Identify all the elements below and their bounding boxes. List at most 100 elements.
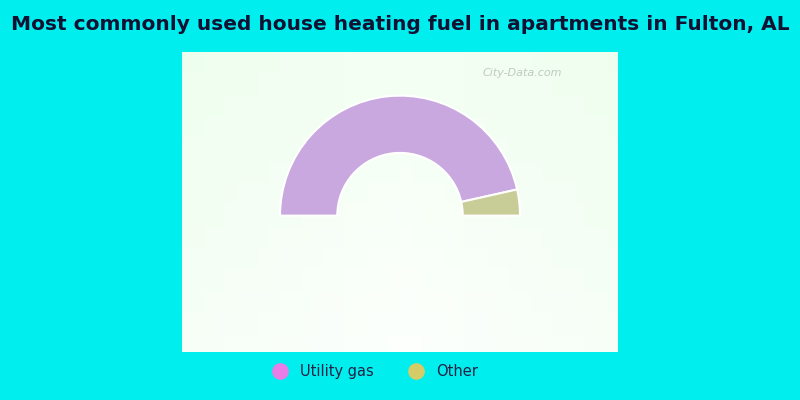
Bar <box>182 237 618 242</box>
Bar <box>182 247 618 252</box>
Bar <box>182 117 618 122</box>
Bar <box>313 52 324 352</box>
Bar <box>400 52 411 352</box>
Bar <box>596 52 607 352</box>
Bar <box>553 52 564 352</box>
Bar <box>378 52 389 352</box>
Bar <box>182 322 618 327</box>
Bar <box>542 52 553 352</box>
Bar <box>182 162 618 167</box>
Bar <box>182 192 618 197</box>
Bar <box>182 262 618 267</box>
Bar <box>182 212 618 217</box>
Bar <box>182 107 618 112</box>
Bar <box>586 52 596 352</box>
Bar <box>182 302 618 307</box>
Bar <box>182 317 618 322</box>
Bar <box>182 347 618 352</box>
Bar <box>214 52 226 352</box>
Bar <box>182 82 618 87</box>
Bar <box>236 52 247 352</box>
Bar <box>182 277 618 282</box>
Bar <box>182 122 618 127</box>
Bar <box>574 52 586 352</box>
Bar <box>389 52 400 352</box>
Bar <box>182 87 618 92</box>
Text: City-Data.com: City-Data.com <box>482 68 562 78</box>
Bar <box>367 52 378 352</box>
Bar <box>182 312 618 317</box>
Bar <box>182 207 618 212</box>
Bar <box>324 52 334 352</box>
Bar <box>182 137 618 142</box>
Bar <box>269 52 280 352</box>
Bar <box>182 292 618 297</box>
Bar <box>204 52 214 352</box>
Bar <box>182 182 618 187</box>
Bar <box>182 282 618 287</box>
Bar <box>291 52 302 352</box>
Bar <box>356 52 367 352</box>
Bar <box>182 217 618 222</box>
Bar <box>182 147 618 152</box>
Bar <box>258 52 269 352</box>
Bar <box>182 157 618 162</box>
Bar <box>454 52 466 352</box>
Bar <box>182 197 618 202</box>
Bar <box>182 112 618 117</box>
Bar <box>182 132 618 137</box>
Bar <box>182 297 618 302</box>
Bar <box>182 102 618 107</box>
Bar <box>226 52 236 352</box>
Bar <box>182 227 618 232</box>
Bar <box>182 202 618 207</box>
Bar <box>182 67 618 72</box>
Bar <box>182 167 618 172</box>
Bar <box>433 52 444 352</box>
Bar <box>444 52 454 352</box>
Bar <box>182 252 618 257</box>
Bar <box>182 287 618 292</box>
Bar <box>182 177 618 182</box>
Bar <box>520 52 531 352</box>
Bar <box>182 242 618 247</box>
Bar <box>182 77 618 82</box>
Bar <box>422 52 433 352</box>
Bar <box>182 327 618 332</box>
Bar <box>182 332 618 337</box>
Bar <box>607 52 618 352</box>
Bar <box>509 52 520 352</box>
Text: Other: Other <box>436 364 478 379</box>
Bar <box>182 337 618 342</box>
Bar <box>182 257 618 262</box>
Bar <box>182 342 618 347</box>
Text: Most commonly used house heating fuel in apartments in Fulton, AL: Most commonly used house heating fuel in… <box>10 16 790 34</box>
Bar <box>564 52 574 352</box>
Bar <box>182 307 618 312</box>
Bar <box>182 232 618 237</box>
Bar <box>182 222 618 227</box>
Bar <box>476 52 487 352</box>
Bar <box>334 52 346 352</box>
Bar <box>487 52 498 352</box>
Bar <box>182 92 618 97</box>
Bar <box>193 52 204 352</box>
Bar <box>182 142 618 147</box>
Bar <box>182 152 618 157</box>
Bar <box>182 272 618 277</box>
Bar <box>531 52 542 352</box>
Bar <box>182 57 618 62</box>
Bar <box>182 52 193 352</box>
Bar <box>182 127 618 132</box>
Bar <box>302 52 313 352</box>
Bar <box>280 52 291 352</box>
Bar <box>182 72 618 77</box>
Bar <box>182 267 618 272</box>
Bar <box>247 52 258 352</box>
Bar <box>182 187 618 192</box>
Bar <box>182 62 618 67</box>
Wedge shape <box>280 96 517 216</box>
Bar <box>346 52 356 352</box>
Bar <box>498 52 509 352</box>
Wedge shape <box>462 190 520 216</box>
